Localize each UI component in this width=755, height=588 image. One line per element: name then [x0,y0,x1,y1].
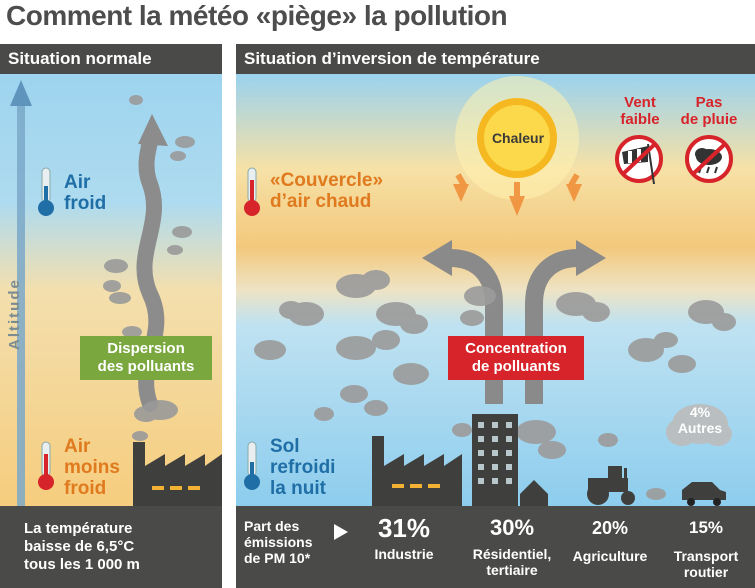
others-cloud-icon [666,404,732,446]
smoke-cloud-icon [103,95,195,441]
thermometer-icon [38,167,54,216]
factory-icon [133,442,222,506]
heat-label: Chaleur [491,130,545,146]
air-cold-line2: froid [64,193,107,214]
emission-industry-label: Industrie [374,546,434,562]
page-title: Comment la météo «piège» la pollution [6,0,508,31]
windsock-icon [615,135,663,185]
altitude-arrow-icon [10,80,32,506]
warm-lid-line2: d’air chaud [270,191,372,212]
factory-icon [372,436,462,506]
air-cold-label: Air froid [64,172,106,214]
emission-residential-label1: Résidentiel, [472,546,552,562]
building-icon [472,414,518,506]
weak-wind-line1: Vent [624,94,656,111]
emission-agriculture: 20% Agriculture [564,514,656,564]
trapped-smoke-arrows-icon [449,249,579,404]
car-icon [682,482,726,506]
emissions-intro-line2: émissions [244,534,313,550]
others-label: Autres [677,420,723,436]
rain-cloud-icon [685,135,733,183]
play-arrow-icon [334,524,348,540]
emission-residential: 30% Résidentiel, tertiaire [462,514,562,578]
emission-agriculture-label: Agriculture [572,548,648,564]
temperature-note-line2: baisse de 6,5°C [24,538,135,555]
temperature-note: La température baisse de 6,5°C tous les … [24,520,140,574]
air-warm-label: Air moins froid [64,436,120,499]
air-warm-line2: moins [64,457,120,478]
emissions-intro-line3: de PM 10* [244,550,311,566]
emission-road-transport-pct: 15% [688,518,724,537]
warm-lid-line1: «Couvercle» [270,170,384,191]
no-rain-line1: Pas [695,94,723,111]
emission-road-transport: 15% Transport routier [662,514,750,580]
emission-residential-pct: 30% [489,515,535,540]
temperature-note-line3: tous les 1 000 m [24,556,140,573]
cold-soil-line3: la nuit [270,478,326,499]
temperature-note-line1: La température [24,520,133,537]
warm-lid-label: «Couvercle» d’air chaud [270,170,383,212]
smoke-cloud-icon [254,270,736,500]
emission-road-transport-label2: routier [683,564,729,580]
altitude-label: Altitude [6,278,23,350]
concentration-label: Concentration de polluants [448,336,584,380]
cold-soil-line1: Sol [270,436,300,457]
left-panel-footer: La température baisse de 6,5°C tous les … [0,506,222,588]
dispersion-line1: Dispersion [107,340,185,357]
emission-residential-label2: tertiaire [486,562,538,578]
no-rain-line2: de pluie [680,111,738,128]
right-panel-header: Situation d’inversion de température [236,44,755,74]
right-panel-scene: Chaleur «Couvercle» d’air chaud Vent fai… [236,74,755,506]
emission-industry: 31% Industrie [354,514,454,562]
concentration-line2: de polluants [471,358,561,375]
emission-road-transport-label1: Transport [673,548,739,564]
emissions-intro: Part des émissions de PM 10* [244,518,312,566]
emissions-intro-line1: Part des [244,518,300,534]
others-share: 4% Autres [672,404,728,436]
concentration-line1: Concentration [465,340,567,357]
left-panel-header: Situation normale [0,44,222,74]
right-panel-footer: Part des émissions de PM 10* 31% Industr… [236,506,755,588]
thermometer-icon [38,441,54,490]
cold-soil-line2: refroidi [270,457,336,478]
emission-industry-pct: 31% [377,513,431,543]
thermometer-icon [244,167,260,216]
air-cold-line1: Air [64,172,91,193]
air-warm-line3: froid [64,478,107,499]
emission-agriculture-pct: 20% [591,518,629,538]
left-panel-scene: Air froid Air moins froid Dispersion des… [0,74,222,506]
others-pct: 4% [689,404,711,420]
air-warm-line1: Air [64,436,91,457]
weak-wind-label: Vent faible [614,94,666,128]
sun-icon [453,76,582,216]
dispersion-line2: des polluants [97,358,195,375]
tractor-icon [587,466,635,505]
house-icon [520,480,548,506]
thermometer-icon [244,441,260,490]
no-rain-label: Pas de pluie [676,94,742,128]
cold-soil-label: Sol refroidi la nuit [270,436,335,499]
dispersion-label: Dispersion des polluants [80,336,212,380]
weak-wind-line2: faible [620,111,660,128]
